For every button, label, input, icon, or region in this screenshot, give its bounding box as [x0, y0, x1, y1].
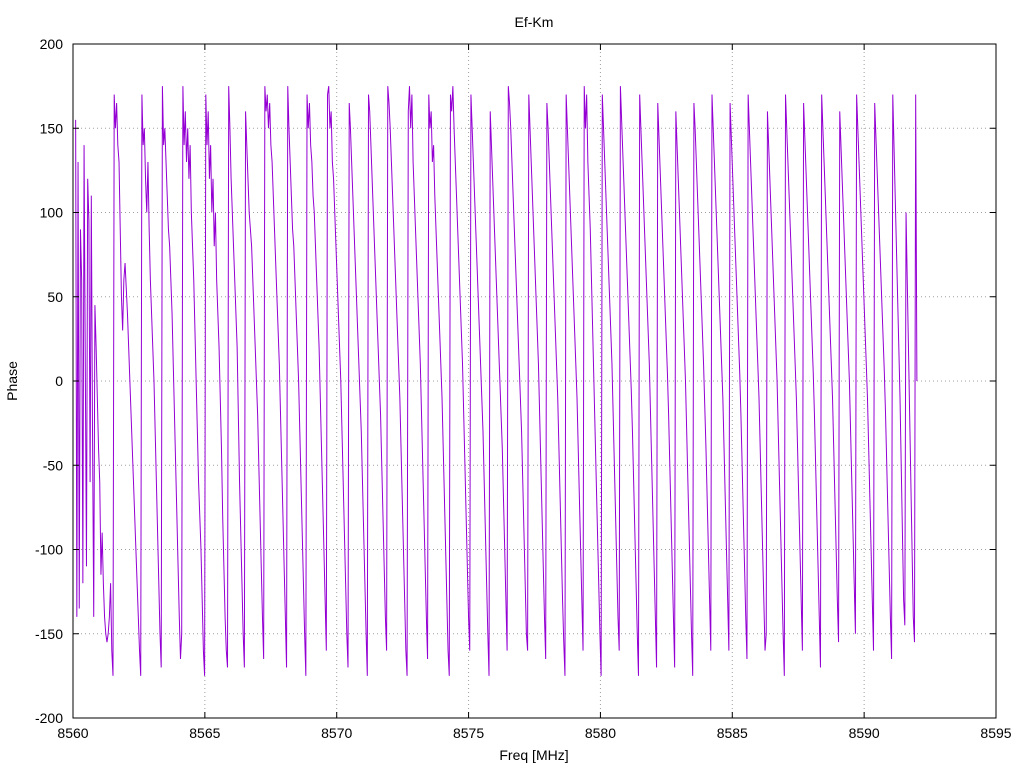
x-tick-label: 8575: [453, 725, 484, 741]
x-tick-label: 8565: [189, 725, 220, 741]
y-tick-label: -200: [35, 710, 63, 726]
x-tick-label: 8560: [57, 725, 88, 741]
y-tick-label: -50: [43, 457, 63, 473]
tick-marks: [72, 43, 997, 719]
grid-lines: [73, 44, 996, 718]
y-tick-label: 150: [40, 120, 64, 136]
y-axis-tick-labels: -200 -150 -100 -50 0 50 100 150 200: [35, 36, 63, 726]
chart-title: Ef-Km: [515, 14, 554, 30]
x-axis-tick-labels: 8560 8565 8570 8575 8580 8585 8590 8595: [57, 725, 1011, 741]
x-tick-label: 8585: [717, 725, 748, 741]
y-tick-label: 200: [40, 36, 64, 52]
x-axis-title: Freq [MHz]: [499, 747, 568, 763]
y-tick-label: 50: [47, 289, 63, 305]
x-tick-label: 8580: [585, 725, 616, 741]
y-tick-label: -100: [35, 542, 63, 558]
x-tick-label: 8570: [321, 725, 352, 741]
y-axis-title: Phase: [4, 361, 20, 401]
data-layer: [75, 86, 918, 676]
x-tick-label: 8590: [849, 725, 880, 741]
y-tick-label: 100: [40, 205, 64, 221]
y-tick-label: -150: [35, 626, 63, 642]
x-tick-label: 8595: [980, 725, 1011, 741]
y-tick-label: 0: [55, 373, 63, 389]
phase-series-line: [75, 86, 918, 676]
